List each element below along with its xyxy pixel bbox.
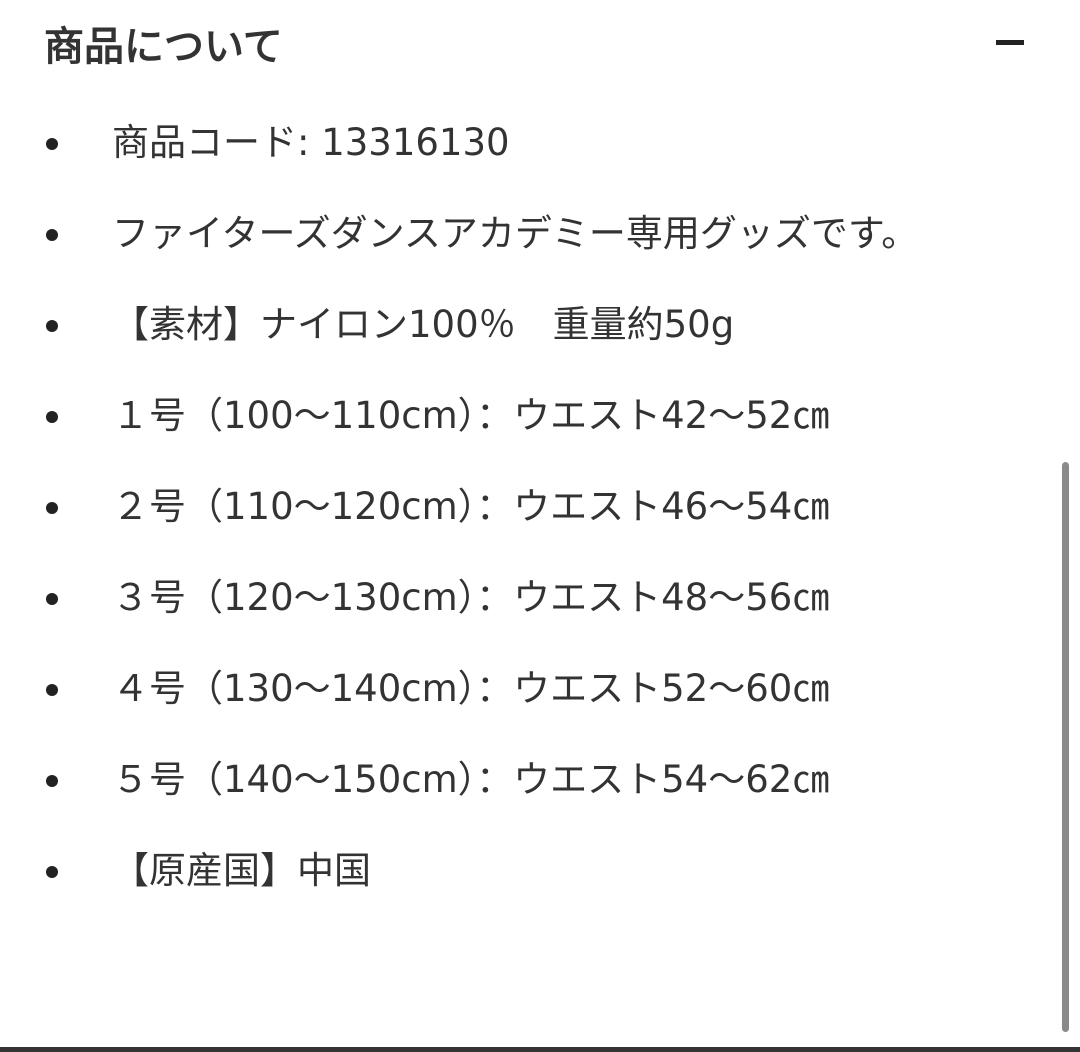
list-item: １号（100〜110cm）：ウエスト42〜52㎝ bbox=[0, 381, 962, 451]
bullet-icon bbox=[46, 775, 58, 787]
section-title: 商品について bbox=[44, 24, 283, 70]
scrollbar[interactable] bbox=[1062, 462, 1069, 1032]
bullet-icon bbox=[46, 320, 58, 332]
collapse-button[interactable] bbox=[996, 20, 1028, 60]
divider bbox=[0, 1047, 1080, 1052]
bullet-icon bbox=[46, 593, 58, 605]
list-item: 商品コード: 13316130 bbox=[0, 108, 962, 178]
bullet-icon bbox=[46, 229, 58, 241]
list-item: ３号（120〜130cm）：ウエスト48〜56㎝ bbox=[0, 563, 962, 633]
bullet-icon bbox=[46, 866, 58, 878]
list-item: ４号（130〜140cm）：ウエスト52〜60㎝ bbox=[0, 654, 962, 724]
product-details-list: 商品コード: 13316130 ファイターズダンスアカデミー専用グッズです。 【… bbox=[0, 108, 1000, 927]
bullet-icon bbox=[46, 138, 58, 150]
list-item: 【素材】ナイロン100％ 重量約50g bbox=[0, 290, 962, 360]
list-item: ５号（140〜150cm）：ウエスト54〜62㎝ bbox=[0, 745, 962, 815]
list-item: 【原産国】中国 bbox=[0, 836, 962, 906]
list-item: ファイターズダンスアカデミー専用グッズです。 bbox=[0, 199, 962, 269]
bullet-icon bbox=[46, 502, 58, 514]
list-item: ２号（110〜120cm）：ウエスト46〜54㎝ bbox=[0, 472, 962, 542]
bullet-icon bbox=[46, 684, 58, 696]
bullet-icon bbox=[46, 411, 58, 423]
